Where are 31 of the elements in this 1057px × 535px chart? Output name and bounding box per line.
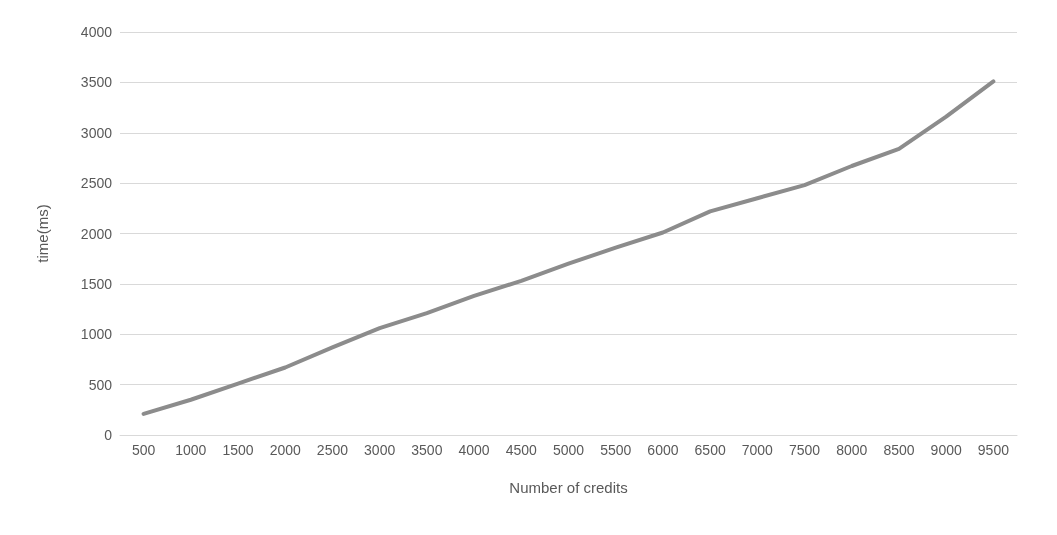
y-tick-label: 1000: [80, 326, 113, 343]
x-tick-label: 7500: [788, 442, 821, 458]
x-tick-label: 7000: [741, 442, 774, 458]
x-tick-label: 500: [131, 442, 156, 458]
y-tick-label: 3500: [80, 74, 113, 91]
x-tick-label: 2500: [316, 442, 349, 458]
x-axis-title: Number of credits: [509, 479, 628, 496]
x-tick-label: 2000: [269, 442, 302, 458]
x-tick-label: 1500: [222, 442, 254, 458]
line-series: [141, 79, 996, 416]
x-tick-label: 6500: [694, 442, 726, 458]
x-tick-label: 4500: [505, 442, 538, 458]
x-tick-label: 5500: [600, 442, 632, 458]
x-tick-label: 1000: [175, 442, 207, 458]
y-tick-label: 2500: [80, 175, 113, 192]
x-tick-label: 4000: [458, 442, 490, 458]
y-tick-label: 500: [88, 376, 113, 393]
y-tick-label: 4000: [80, 24, 113, 40]
y-axis-title: time(ms): [34, 204, 51, 263]
x-tick-label: 9500: [977, 442, 1010, 458]
x-tick-label: 5000: [552, 442, 585, 458]
y-tick-label: 3000: [80, 124, 113, 141]
x-tick-label: 3500: [411, 442, 443, 458]
x-tick-label: 3000: [364, 442, 396, 458]
x-tick-label: 6000: [647, 442, 679, 458]
y-tick-label: 0: [104, 427, 113, 443]
x-tick-label: 8000: [836, 442, 868, 458]
x-tick-label: 8500: [883, 442, 915, 458]
y-tick-label: 2000: [80, 225, 113, 242]
x-tick-label: 9000: [930, 442, 962, 458]
y-tick-label: 1500: [80, 275, 113, 292]
